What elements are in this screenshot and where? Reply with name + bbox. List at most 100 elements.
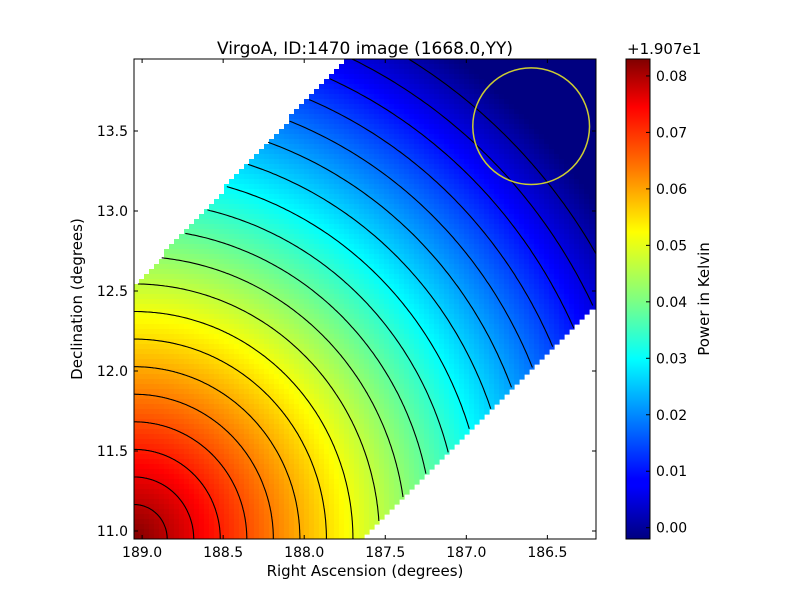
heatmap-cell xyxy=(194,309,200,315)
heatmap-cell xyxy=(184,264,190,270)
heatmap-cell xyxy=(359,244,365,250)
heatmap-cell xyxy=(299,264,305,270)
heatmap-cell xyxy=(534,74,540,80)
heatmap-cell xyxy=(234,189,240,195)
heatmap-cell xyxy=(559,164,565,170)
heatmap-cell xyxy=(394,279,400,285)
heatmap-cell xyxy=(444,59,450,65)
heatmap-cell xyxy=(504,224,510,230)
heatmap-cell xyxy=(454,264,460,270)
heatmap-cell xyxy=(299,254,305,260)
heatmap-cell xyxy=(519,209,525,215)
heatmap-cell xyxy=(314,239,320,245)
heatmap-cell xyxy=(239,219,245,225)
heatmap-cell xyxy=(439,214,445,220)
heatmap-cell xyxy=(484,184,490,190)
heatmap-cell xyxy=(349,314,355,320)
heatmap-cell xyxy=(279,154,285,160)
heatmap-cell xyxy=(459,109,465,115)
heatmap-cell xyxy=(169,264,175,270)
heatmap-cell xyxy=(304,304,310,310)
heatmap-cell xyxy=(319,259,325,265)
heatmap-cell xyxy=(139,379,145,385)
heatmap-cell xyxy=(584,289,590,295)
heatmap-cell xyxy=(269,209,275,215)
heatmap-cell xyxy=(229,359,235,365)
heatmap-cell xyxy=(539,244,545,250)
heatmap-cell xyxy=(339,329,345,335)
heatmap-cell xyxy=(524,314,530,320)
heatmap-cell xyxy=(239,209,245,215)
heatmap-cell xyxy=(174,324,180,330)
heatmap-cell xyxy=(494,319,500,325)
heatmap-cell xyxy=(234,329,240,335)
heatmap-cell xyxy=(584,119,590,125)
heatmap-cell xyxy=(509,344,515,350)
heatmap-cell xyxy=(474,244,480,250)
heatmap-cell xyxy=(364,264,370,270)
heatmap-cell xyxy=(409,289,415,295)
heatmap-cell xyxy=(554,204,560,210)
heatmap-cell xyxy=(549,269,555,275)
heatmap-cell xyxy=(559,324,565,330)
heatmap-cell xyxy=(534,339,540,345)
heatmap-cell xyxy=(379,79,385,85)
heatmap-cell xyxy=(554,294,560,300)
heatmap-cell xyxy=(349,274,355,280)
heatmap-cell xyxy=(299,384,305,390)
heatmap-cell xyxy=(474,99,480,105)
heatmap-cell xyxy=(294,314,300,320)
heatmap-cell xyxy=(504,334,510,340)
heatmap-cell xyxy=(254,369,260,375)
heatmap-cell xyxy=(419,159,425,165)
heatmap-cell xyxy=(279,249,285,255)
heatmap-cell xyxy=(534,159,540,165)
heatmap-cell xyxy=(474,284,480,290)
heatmap-cell xyxy=(279,334,285,340)
heatmap-cell xyxy=(424,279,430,285)
heatmap-cell xyxy=(439,139,445,145)
heatmap-cell xyxy=(339,239,345,245)
heatmap-cell xyxy=(504,149,510,155)
heatmap-cell xyxy=(164,329,170,335)
heatmap-cell xyxy=(229,379,235,385)
heatmap-cell xyxy=(509,114,515,120)
heatmap-cell xyxy=(369,84,375,90)
heatmap-cell xyxy=(519,94,525,100)
heatmap-cell xyxy=(479,199,485,205)
heatmap-cell xyxy=(299,234,305,240)
heatmap-cell xyxy=(339,304,345,310)
heatmap-cell xyxy=(579,129,585,135)
heatmap-cell xyxy=(394,359,400,365)
heatmap-cell xyxy=(204,299,210,305)
heatmap-cell xyxy=(509,299,515,305)
heatmap-cell xyxy=(594,269,596,275)
heatmap-cell xyxy=(314,124,320,130)
heatmap-cell xyxy=(584,194,590,200)
heatmap-cell xyxy=(459,339,465,345)
heatmap-cell xyxy=(279,359,285,365)
heatmap-cell xyxy=(419,234,425,240)
heatmap-cell xyxy=(284,369,290,375)
heatmap-cell xyxy=(274,164,280,170)
heatmap-cell xyxy=(524,194,530,200)
heatmap-cell xyxy=(274,324,280,330)
heatmap-cell xyxy=(429,184,435,190)
heatmap-cell xyxy=(554,144,560,150)
heatmap-cell xyxy=(339,379,345,385)
heatmap-cell xyxy=(429,344,435,350)
heatmap-cell xyxy=(364,259,370,265)
heatmap-cell xyxy=(329,224,335,230)
heatmap-cell xyxy=(279,149,285,155)
heatmap-cell xyxy=(414,254,420,260)
heatmap-cell xyxy=(384,109,390,115)
heatmap-cell xyxy=(159,379,165,385)
heatmap-cell xyxy=(584,309,590,315)
heatmap-cell xyxy=(499,299,505,305)
heatmap-cell xyxy=(469,279,475,285)
heatmap-cell xyxy=(524,154,530,160)
heatmap-cell xyxy=(514,204,520,210)
heatmap-cell xyxy=(379,149,385,155)
heatmap-cell xyxy=(374,59,380,65)
heatmap-cell xyxy=(489,194,495,200)
